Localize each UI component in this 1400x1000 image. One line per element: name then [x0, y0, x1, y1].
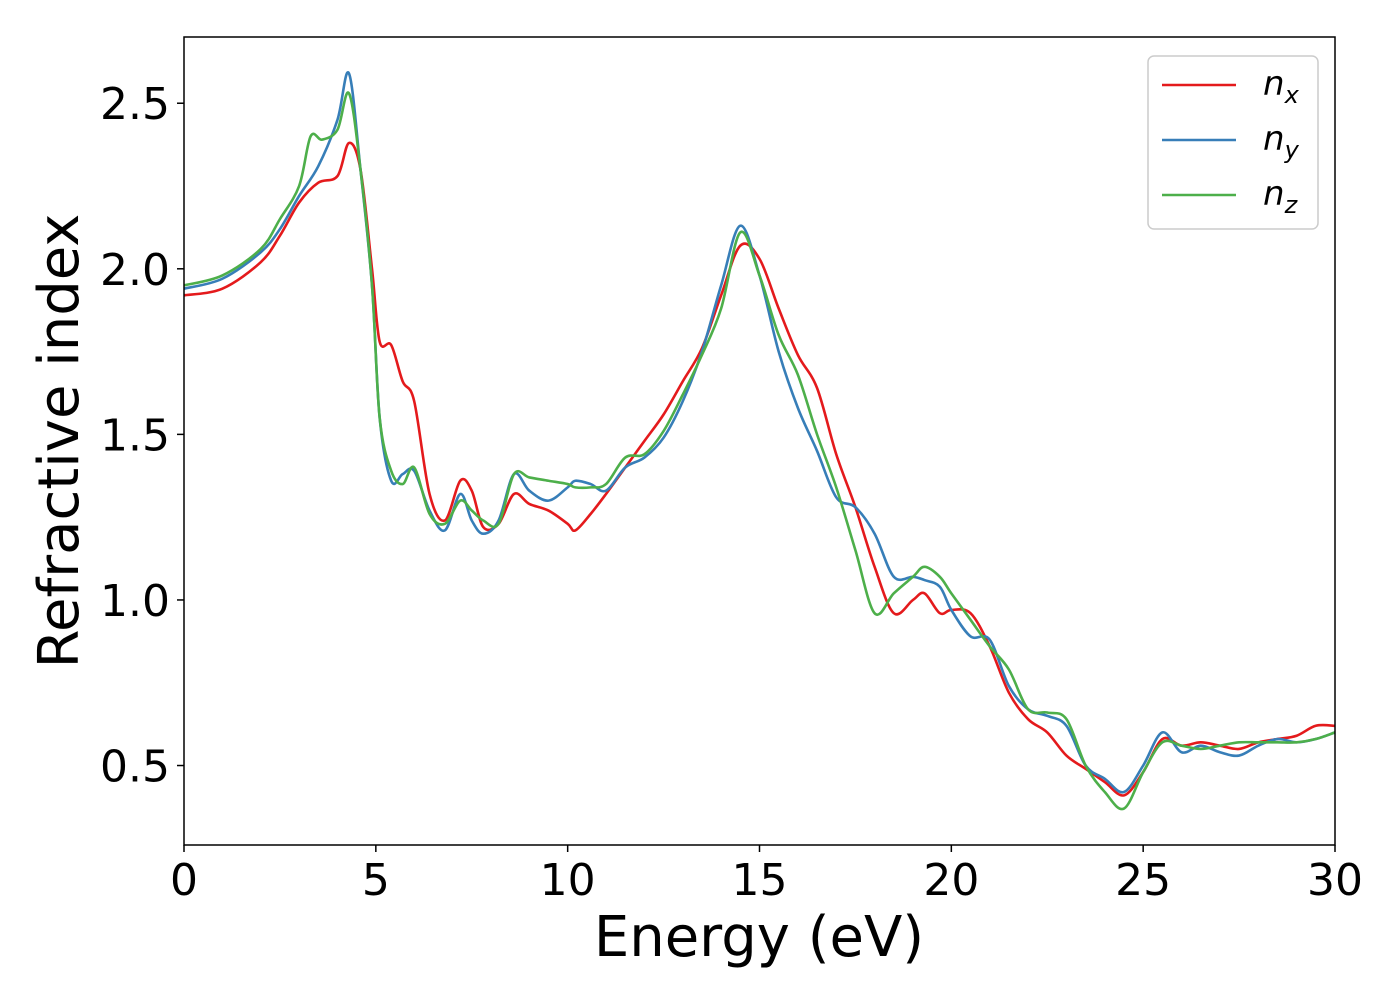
- legend-label-y: ny: [1263, 119, 1300, 164]
- x-axis-title: Energy (eV): [594, 905, 924, 970]
- y-axis-title: Refractive index: [27, 214, 92, 669]
- legend-label-x: nx: [1263, 64, 1300, 109]
- series-line-z: [183, 91, 1336, 811]
- plot-background: [184, 37, 1335, 845]
- y-tick-label: 1.5: [100, 410, 170, 461]
- x-tick-label: 20: [923, 855, 979, 906]
- x-tick-label: 5: [362, 855, 390, 906]
- y-tick-label: 0.5: [100, 742, 170, 793]
- x-axis-ticks: 0 5 10 15 20 25 30: [170, 845, 1363, 906]
- series-layer: [183, 71, 1336, 811]
- y-tick-label: 2.0: [100, 245, 170, 296]
- legend-label-z: nz: [1263, 174, 1299, 219]
- legend-box: [1147, 55, 1319, 230]
- y-tick-label: 1.0: [100, 576, 170, 627]
- x-tick-label: 15: [732, 855, 788, 906]
- y-tick-label: 2.5: [100, 79, 170, 130]
- legend: nx ny nz: [1147, 55, 1319, 230]
- legend-entries: nx ny nz: [1162, 64, 1300, 219]
- series-line-x: [183, 141, 1336, 797]
- x-tick-label: 0: [170, 855, 198, 906]
- x-tick-label: 30: [1307, 855, 1363, 906]
- y-axis-ticks: 0.5 1.0 1.5 2.0 2.5: [100, 79, 184, 793]
- x-tick-label: 10: [540, 855, 596, 906]
- x-tick-label: 25: [1115, 855, 1171, 906]
